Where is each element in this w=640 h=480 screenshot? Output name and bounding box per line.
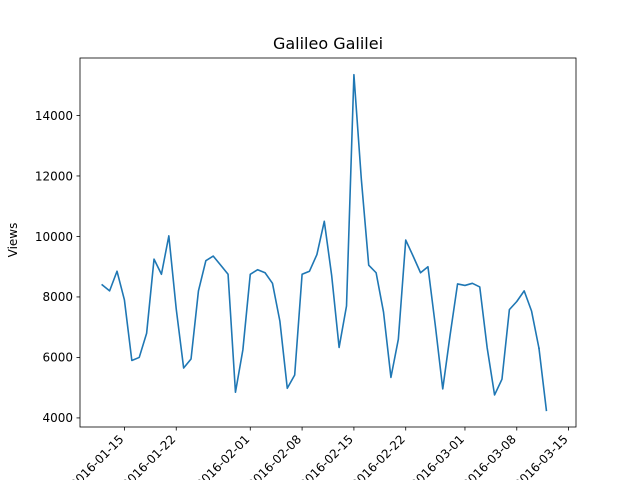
x-tick-label: 2016-02-22 [349, 432, 408, 480]
chart-title: Galileo Galilei [273, 34, 383, 53]
x-tick-label: 2016-01-15 [67, 432, 126, 480]
y-tick-label: 6000 [42, 351, 73, 365]
x-tick-label: 2016-01-22 [119, 432, 178, 480]
x-tick-label: 2016-03-08 [460, 432, 519, 480]
axes-frame [79, 57, 577, 428]
x-tick-label: 2016-02-08 [245, 432, 304, 480]
y-tick-label: 8000 [42, 290, 73, 304]
y-axis-label: Views [6, 223, 20, 258]
y-tick-label: 10000 [35, 230, 73, 244]
series-line-1 [538, 347, 548, 412]
x-tick-label: 2016-03-01 [408, 432, 467, 480]
y-tick-label: 14000 [35, 109, 73, 123]
plot-area: 4000600080001000012000140002016-01-15201… [35, 57, 577, 480]
x-tick-label: 2016-03-15 [511, 432, 570, 480]
x-tick-label: 2016-02-01 [193, 432, 252, 480]
y-tick-label: 12000 [35, 169, 73, 183]
y-tick-label: 4000 [42, 411, 73, 425]
series-line-0 [101, 73, 540, 396]
x-tick-label: 2016-02-15 [297, 432, 356, 480]
